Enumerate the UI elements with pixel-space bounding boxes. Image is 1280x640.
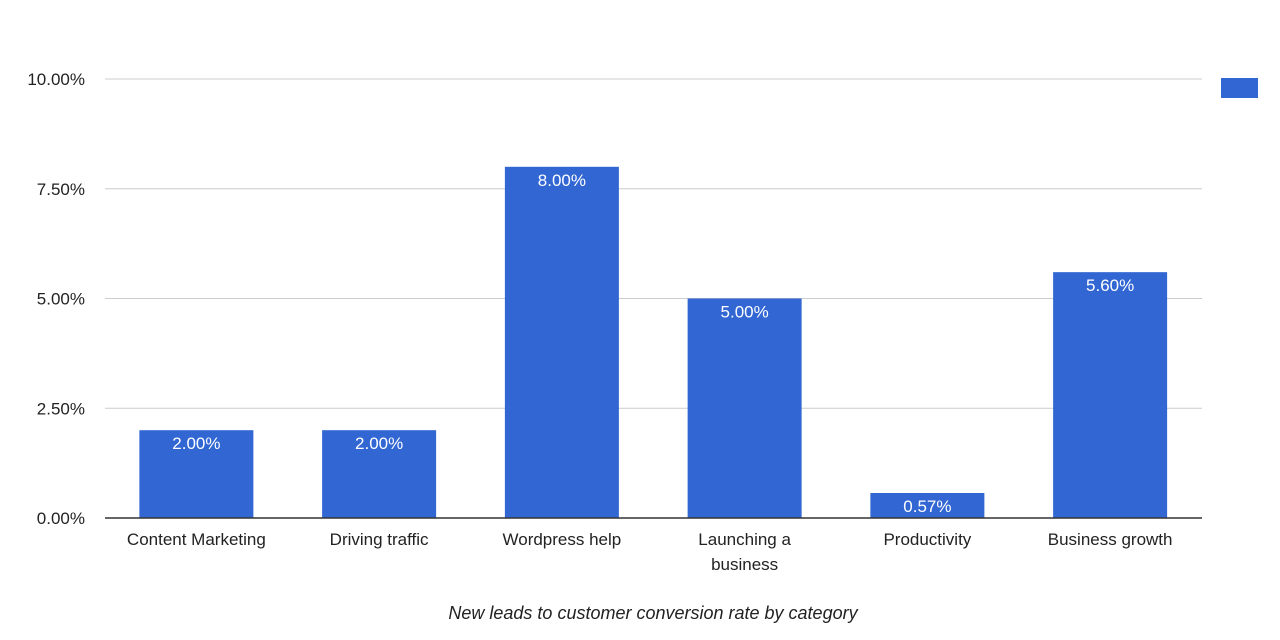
- bar: [139, 430, 254, 518]
- data-label: 0.57%: [903, 497, 951, 516]
- legend-swatch: [1221, 78, 1258, 98]
- data-labels: 2.00% 2.00% 8.00% 5.00% 0.57% 5.60%: [172, 171, 1134, 516]
- data-label: 5.60%: [1086, 276, 1134, 295]
- data-label: 8.00%: [538, 171, 586, 190]
- bars: [139, 166, 1168, 519]
- bar: [322, 430, 437, 518]
- x-axis-tick-labels: Content Marketing Driving traffic Wordpres…: [127, 530, 1173, 574]
- bar: [687, 298, 802, 518]
- y-tick-label: 5.00%: [37, 290, 85, 309]
- x-tick-label: Business growth: [1048, 530, 1173, 549]
- y-tick-label: 7.50%: [37, 180, 85, 199]
- bar: [870, 492, 985, 518]
- x-axis-title: New leads to customer conversion rate by…: [448, 603, 858, 623]
- bar: [504, 166, 619, 519]
- y-tick-label: 10.00%: [27, 70, 85, 89]
- grid-lines: [105, 78, 1202, 409]
- x-tick-label: Launching a: [698, 530, 791, 549]
- data-label: 2.00%: [172, 434, 220, 453]
- y-tick-label: 2.50%: [37, 399, 85, 418]
- bar: [1053, 272, 1168, 518]
- x-tick-label: Content Marketing: [127, 530, 266, 549]
- y-tick-label: 0.00%: [37, 509, 85, 528]
- data-label: 2.00%: [355, 434, 403, 453]
- x-tick-label: Productivity: [883, 530, 971, 549]
- data-label: 5.00%: [721, 303, 769, 322]
- x-tick-label: Wordpress help: [503, 530, 622, 549]
- y-axis-tick-labels: 0.00% 2.50% 5.00% 7.50% 10.00%: [27, 70, 85, 528]
- x-tick-label: business: [711, 555, 778, 574]
- x-tick-label: Driving traffic: [330, 530, 429, 549]
